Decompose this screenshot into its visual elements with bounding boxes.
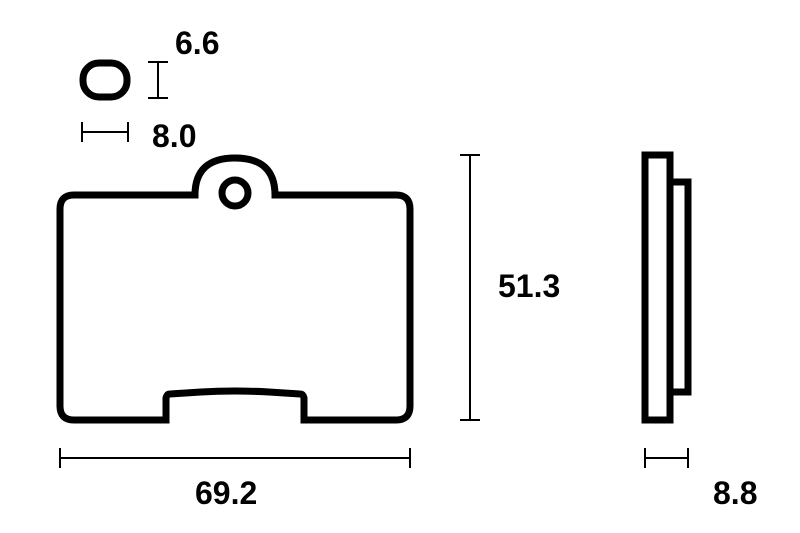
pad-width-dim [60,448,410,468]
pad-height-label: 51.3 [498,268,560,305]
pin-height-label: 6.6 [175,25,219,62]
pin-oval [83,63,127,97]
pad-height-dim [460,155,480,420]
pad-width-label: 69.2 [195,475,257,512]
pin-height-dim [148,62,168,98]
brake-pad-side [645,155,688,420]
brake-pad-front [60,158,410,420]
technical-drawing [0,0,800,533]
pin-width-dim [82,122,128,142]
pad-thickness-dim [645,448,688,468]
pin-width-label: 8.0 [152,118,196,155]
pad-thickness-label: 8.8 [713,475,757,512]
